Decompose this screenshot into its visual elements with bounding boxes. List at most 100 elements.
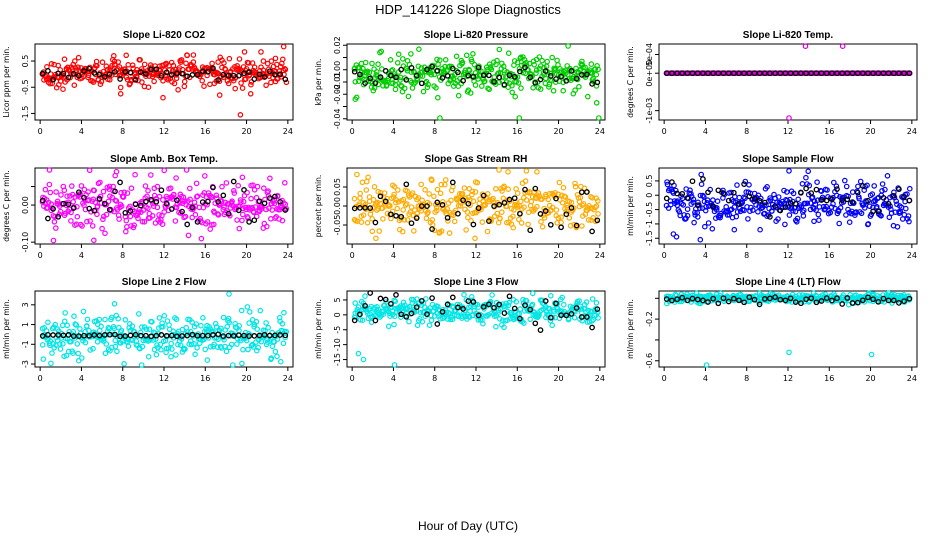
outlier-point bbox=[505, 169, 511, 175]
data-point bbox=[775, 216, 781, 222]
data-point bbox=[353, 314, 359, 320]
reference-point bbox=[511, 305, 518, 312]
data-point bbox=[536, 54, 543, 60]
data-point bbox=[111, 58, 118, 65]
data-point bbox=[104, 331, 110, 338]
reference-point bbox=[225, 72, 232, 79]
outlier-point bbox=[216, 92, 223, 98]
data-point bbox=[240, 198, 247, 205]
data-point bbox=[852, 212, 858, 219]
data-point bbox=[240, 211, 246, 218]
data-point bbox=[192, 211, 199, 218]
data-point bbox=[236, 225, 243, 232]
data-point bbox=[391, 191, 397, 198]
reference-point bbox=[496, 74, 503, 81]
reference-point bbox=[377, 74, 384, 80]
data-point bbox=[169, 346, 175, 352]
data-point bbox=[109, 344, 115, 351]
data-point bbox=[173, 204, 180, 211]
data-point bbox=[243, 76, 249, 82]
data-point bbox=[254, 183, 261, 190]
data-point bbox=[152, 330, 158, 336]
y-tick-label: 0.00 bbox=[21, 196, 30, 214]
data-point bbox=[723, 204, 730, 210]
reference-point bbox=[434, 199, 441, 206]
reference-point bbox=[854, 299, 861, 306]
data-point bbox=[579, 58, 585, 65]
reference-point bbox=[220, 192, 227, 199]
data-point bbox=[837, 205, 844, 211]
data-point bbox=[741, 207, 747, 214]
reference-point bbox=[225, 332, 232, 339]
data-point bbox=[52, 321, 59, 328]
reference-point bbox=[854, 189, 861, 196]
data-point bbox=[143, 326, 150, 333]
reference-point bbox=[501, 310, 508, 316]
x-tick-label: 0 bbox=[350, 251, 355, 260]
data-point bbox=[106, 326, 113, 332]
data-point bbox=[814, 179, 820, 186]
data-point bbox=[440, 205, 447, 211]
reference-point bbox=[60, 200, 67, 207]
data-point bbox=[593, 203, 600, 209]
x-tick-label: 24 bbox=[907, 127, 917, 136]
data-point bbox=[128, 185, 135, 192]
reference-point bbox=[834, 70, 840, 77]
reference-point bbox=[547, 314, 554, 321]
data-point bbox=[254, 326, 261, 332]
y-tick-label: -1e-03 bbox=[645, 98, 654, 124]
y-axis-label: degrees C per min. bbox=[626, 46, 635, 118]
data-point bbox=[549, 322, 556, 329]
x-tick-label: 4 bbox=[703, 251, 708, 260]
data-point bbox=[439, 199, 446, 205]
data-point bbox=[472, 82, 479, 88]
reference-point bbox=[684, 70, 691, 77]
data-point bbox=[385, 323, 392, 330]
data-point bbox=[89, 223, 96, 229]
data-point bbox=[278, 204, 285, 211]
data-point bbox=[550, 88, 557, 94]
data-point bbox=[279, 217, 286, 224]
data-point bbox=[148, 172, 154, 178]
reference-points bbox=[663, 176, 913, 220]
reference-point bbox=[91, 70, 98, 76]
data-point bbox=[106, 183, 113, 190]
data-point bbox=[542, 75, 549, 82]
reference-point bbox=[705, 299, 711, 305]
data-point bbox=[85, 189, 91, 195]
data-point bbox=[380, 311, 387, 318]
reference-points bbox=[663, 70, 913, 77]
data-point bbox=[274, 192, 281, 199]
data-point bbox=[90, 345, 96, 352]
data-point bbox=[692, 209, 698, 216]
data-point bbox=[813, 207, 819, 213]
reference-point bbox=[148, 66, 154, 73]
data-point bbox=[74, 204, 80, 210]
reference-point bbox=[792, 200, 799, 207]
data-point bbox=[392, 199, 399, 206]
reference-point bbox=[277, 332, 283, 338]
data-point bbox=[154, 183, 161, 190]
reference-point bbox=[829, 297, 835, 304]
data-point bbox=[122, 316, 129, 323]
data-point bbox=[221, 60, 227, 66]
data-point bbox=[518, 220, 525, 226]
reference-point bbox=[398, 213, 405, 220]
outlier-point bbox=[232, 85, 239, 92]
reference-point bbox=[460, 77, 466, 84]
reference-point bbox=[153, 332, 160, 339]
data-point bbox=[746, 182, 752, 188]
reference-point bbox=[60, 332, 67, 339]
data-point bbox=[153, 336, 159, 342]
data-point bbox=[173, 175, 179, 181]
data-point bbox=[576, 203, 583, 210]
reference-point bbox=[449, 65, 456, 72]
data-point bbox=[354, 171, 360, 178]
data-point bbox=[198, 235, 205, 242]
outlier-point bbox=[670, 231, 677, 237]
reference-point bbox=[700, 70, 706, 77]
reference-point bbox=[424, 203, 430, 209]
reference-point bbox=[594, 306, 601, 312]
reference-point bbox=[266, 332, 273, 339]
data-point bbox=[468, 293, 475, 300]
